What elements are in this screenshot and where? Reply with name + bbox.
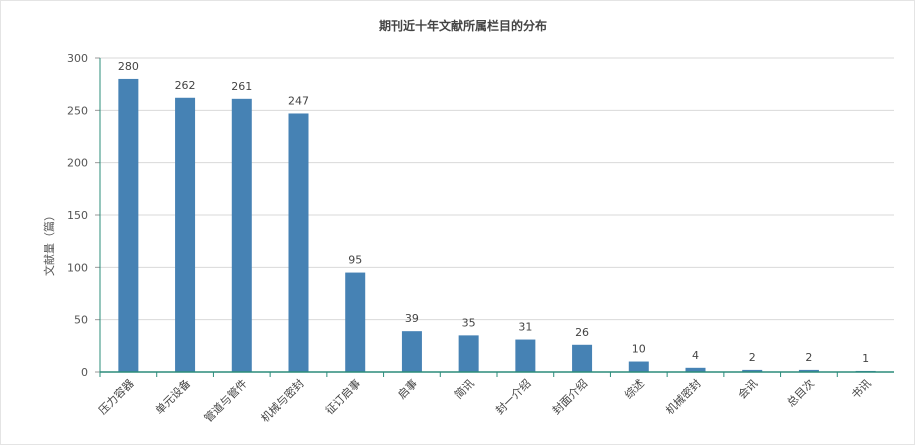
axes bbox=[95, 57, 894, 377]
y-tick-label: 300 bbox=[67, 52, 88, 65]
data-label: 261 bbox=[231, 80, 252, 93]
chart-title: 期刊近十年文献所属栏目的分布 bbox=[379, 18, 547, 33]
bar[interactable] bbox=[175, 97, 196, 373]
y-tick-label: 0 bbox=[81, 366, 88, 379]
x-tick-label: 机械与密封 bbox=[258, 376, 307, 425]
x-tick-label: 管道与管件 bbox=[201, 376, 250, 425]
data-label: 262 bbox=[175, 79, 196, 92]
data-label: 280 bbox=[118, 60, 139, 73]
data-label: 31 bbox=[518, 321, 532, 334]
x-tick-label: 会讯 bbox=[736, 377, 761, 402]
data-label: 2 bbox=[805, 351, 812, 364]
x-tick-label: 启事 bbox=[395, 377, 420, 402]
x-tick-label: 简讯 bbox=[451, 376, 476, 401]
data-label: 2 bbox=[749, 351, 756, 364]
bar[interactable] bbox=[458, 335, 479, 372]
data-label: 247 bbox=[288, 94, 309, 107]
data-label: 95 bbox=[348, 254, 362, 267]
x-tick-label: 封一介绍 bbox=[492, 376, 533, 417]
bar[interactable] bbox=[572, 344, 593, 372]
gridlines bbox=[100, 57, 894, 321]
bars bbox=[118, 78, 876, 373]
data-label: 39 bbox=[405, 312, 419, 325]
x-tick-label: 机械密封 bbox=[663, 376, 704, 417]
bar[interactable] bbox=[685, 367, 706, 372]
data-label: 35 bbox=[462, 316, 476, 329]
x-tick-label: 单元设备 bbox=[152, 376, 193, 417]
y-tick-label: 200 bbox=[67, 157, 88, 170]
x-tick-label: 征订启事 bbox=[323, 377, 363, 417]
bar[interactable] bbox=[628, 361, 649, 372]
bar[interactable] bbox=[401, 331, 422, 372]
x-tick-label: 书讯 bbox=[849, 377, 874, 402]
x-tick-label: 压力容器 bbox=[95, 376, 136, 417]
x-tick-label: 总目次 bbox=[784, 376, 817, 409]
x-tick-label: 综述 bbox=[621, 376, 646, 401]
data-label: 4 bbox=[692, 349, 699, 362]
bar[interactable] bbox=[231, 98, 252, 372]
y-tick-label: 100 bbox=[67, 261, 88, 274]
x-tick-label: 封面介绍 bbox=[549, 376, 590, 417]
data-label: 1 bbox=[862, 352, 869, 365]
bar[interactable] bbox=[288, 113, 309, 373]
y-tick-label: 250 bbox=[67, 104, 88, 117]
bar[interactable] bbox=[515, 339, 536, 372]
bar[interactable] bbox=[345, 272, 366, 372]
data-label: 10 bbox=[632, 343, 646, 356]
bar[interactable] bbox=[798, 369, 819, 372]
y-tick-label: 150 bbox=[67, 209, 88, 222]
data-label: 26 bbox=[575, 326, 589, 339]
y-axis-label: 文献量（篇） bbox=[42, 210, 56, 276]
y-tick-label: 50 bbox=[74, 314, 88, 327]
bar[interactable] bbox=[742, 369, 763, 372]
bar[interactable] bbox=[118, 78, 139, 372]
